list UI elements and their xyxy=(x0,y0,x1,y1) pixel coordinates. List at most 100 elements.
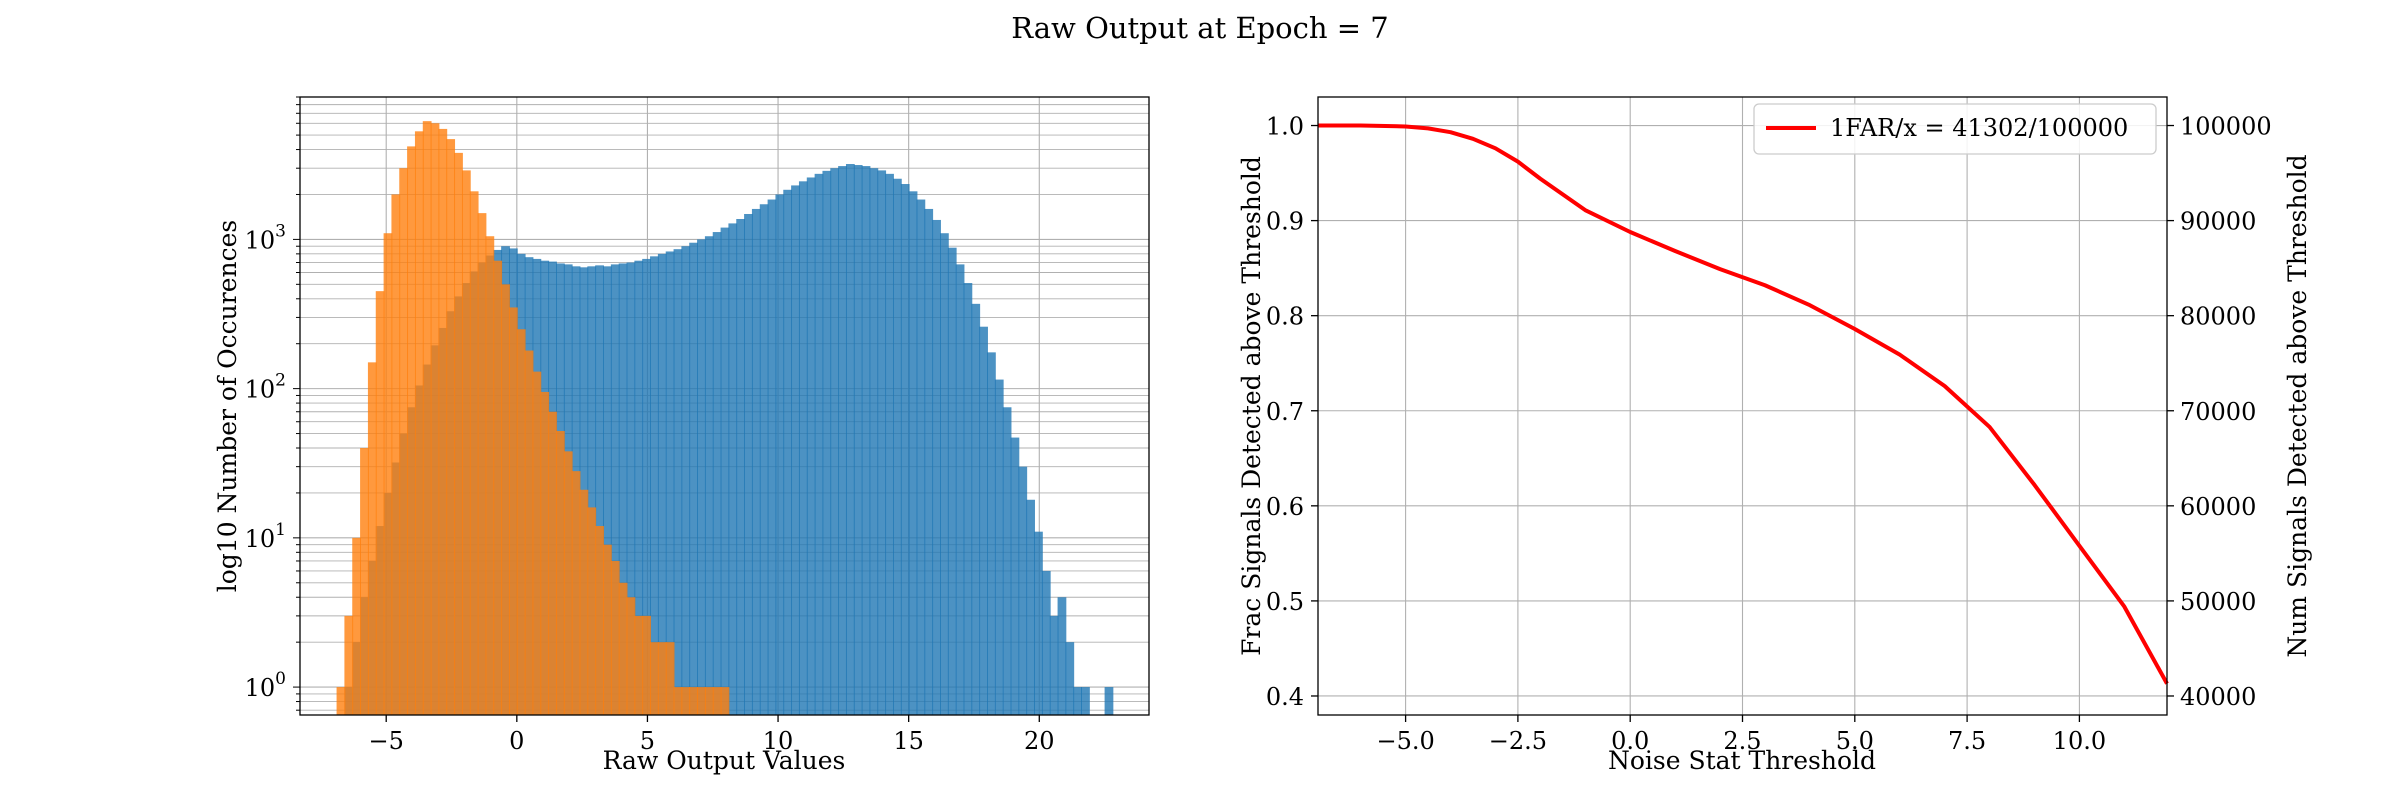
histogram-bar-series-1 xyxy=(360,448,369,715)
histogram-bar-series-1 xyxy=(634,615,644,715)
hist-x-tick-label: 0 xyxy=(509,727,524,755)
histogram-bar-series-0 xyxy=(947,247,957,715)
histogram-bar-series-0 xyxy=(1018,466,1028,715)
histogram-bar-series-0 xyxy=(1073,687,1083,715)
hist-y-tick-label: 102 xyxy=(245,371,286,404)
det-y-tick-label: 0.8 xyxy=(1266,303,1304,331)
histogram-ticks: −5 0 5 10 15 20 100 101 102 103 xyxy=(245,96,1055,755)
detection-ylabel-left: Frac Signals Detected above Threshold xyxy=(1237,156,1266,656)
hist-x-tick-label: −5 xyxy=(369,727,404,755)
histogram-bar-series-1 xyxy=(422,121,432,715)
det-y-tick-label: 0.5 xyxy=(1266,588,1304,616)
detection-curve xyxy=(1318,123,2169,685)
histogram-bar-series-0 xyxy=(775,194,785,715)
histogram-bar-series-0 xyxy=(916,199,926,716)
histogram-bar-series-0 xyxy=(673,249,683,715)
histogram-bar-series-1 xyxy=(485,236,495,715)
histogram-bar-series-0 xyxy=(885,173,894,715)
hist-y-tick-label: 101 xyxy=(245,520,286,553)
histogram-bar-series-0 xyxy=(689,242,698,715)
det-x-tick-label: −5.0 xyxy=(1376,727,1434,755)
histogram-bar-series-1 xyxy=(414,131,424,716)
histogram-bar-series-0 xyxy=(979,326,988,715)
histogram-bar-series-0 xyxy=(720,227,730,715)
histogram-bar-series-0 xyxy=(908,191,918,716)
histogram-bar-series-1 xyxy=(524,350,534,715)
figure-title: Raw Output at Epoch = 7 xyxy=(1011,11,1389,45)
detection-panel: −5.0 −2.5 0.0 2.5 5.0 7.5 10.0 0.4 0.5 0.6 0.7 0.8 0… xyxy=(1237,96,2312,775)
histogram-bar-series-1 xyxy=(618,582,628,715)
histogram-bar-series-1 xyxy=(532,371,542,715)
histogram-bar-series-0 xyxy=(932,219,941,715)
legend: 1FAR/x = 41302/100000 xyxy=(1753,103,2157,155)
detection-grid xyxy=(1318,97,2167,715)
histogram-bar-series-1 xyxy=(352,537,362,715)
histogram-bar-series-1 xyxy=(720,687,730,715)
histogram-bar-series-0 xyxy=(744,213,753,715)
histogram-bar-series-1 xyxy=(556,431,565,715)
histogram-bar-series-1 xyxy=(665,642,675,715)
histogram-bar-series-0 xyxy=(814,173,824,715)
histogram-bar-series-0 xyxy=(595,265,604,715)
det-y-tick-label: 0.6 xyxy=(1266,493,1304,521)
histogram-bar-series-1 xyxy=(697,687,706,715)
histogram-bar-series-0 xyxy=(587,266,597,715)
histogram-bar-series-0 xyxy=(1081,687,1090,715)
histogram-bar-series-0 xyxy=(791,185,800,716)
histogram-bar-series-1 xyxy=(493,260,503,715)
histogram-bar-series-0 xyxy=(994,379,1004,715)
histogram-bar-series-0 xyxy=(603,266,612,715)
histogram-bar-series-1 xyxy=(704,687,714,715)
histogram-bar-series-1 xyxy=(540,391,550,715)
histogram-bar-series-1 xyxy=(477,213,487,716)
det-y-right-tick-label: 40000 xyxy=(2180,683,2256,711)
histogram-bar-series-1 xyxy=(461,170,471,715)
histogram-bar-series-1 xyxy=(469,191,479,716)
histogram-bar-series-1 xyxy=(642,615,651,715)
det-y-right-tick-label: 60000 xyxy=(2180,493,2256,521)
det-x-tick-label: 10.0 xyxy=(2053,727,2106,755)
histogram-ylabel: log10 Number of Occurences xyxy=(213,220,242,593)
histogram-bar-series-0 xyxy=(642,258,651,715)
histogram-bar-series-1 xyxy=(587,507,597,715)
histogram-bar-series-1 xyxy=(375,291,385,715)
histogram-xlabel: Raw Output Values xyxy=(603,746,846,775)
det-y-tick-label: 0.4 xyxy=(1266,683,1304,711)
histogram-bar-series-0 xyxy=(657,253,667,715)
histogram-bar-series-1 xyxy=(383,233,393,715)
histogram-bar-series-0 xyxy=(751,208,761,715)
histogram-bar-series-1 xyxy=(438,128,448,715)
histogram-bar-series-0 xyxy=(845,164,855,715)
histogram-bar-series-1 xyxy=(657,642,667,715)
det-y-tick-label: 1.0 xyxy=(1266,113,1304,141)
histogram-bar-series-0 xyxy=(1026,499,1035,715)
legend-box xyxy=(1753,103,2157,155)
histogram-bar-series-0 xyxy=(971,303,981,715)
histogram-bar-series-0 xyxy=(1049,615,1059,715)
histogram-bar-series-0 xyxy=(877,170,887,715)
det-y-tick-label: 0.7 xyxy=(1266,398,1304,426)
histogram-bar-series-0 xyxy=(1002,407,1012,715)
histogram-bar-series-1 xyxy=(501,284,510,715)
histogram-bar-series-1 xyxy=(391,194,401,715)
histogram-bar-series-0 xyxy=(697,239,706,716)
det-y-right-tick-label: 90000 xyxy=(2180,208,2256,236)
det-x-tick-label: 7.5 xyxy=(1948,727,1986,755)
det-x-tick-label: 0.0 xyxy=(1611,727,1649,755)
histogram-bar-series-0 xyxy=(987,352,996,715)
det-y-right-tick-label: 80000 xyxy=(2180,303,2256,331)
histogram-bar-series-1 xyxy=(399,168,409,715)
histogram-bar-series-1 xyxy=(712,687,722,715)
histogram-panel: −5 0 5 10 15 20 100 101 102 103 Raw Output Values… xyxy=(213,96,1150,775)
histogram-bar-series-0 xyxy=(1057,597,1067,715)
histogram-bar-series-0 xyxy=(610,264,620,715)
histogram-bar-series-0 xyxy=(634,260,644,715)
histogram-bar-series-1 xyxy=(603,544,612,715)
histogram-bar-series-0 xyxy=(892,178,902,715)
det-y-right-tick-label: 100000 xyxy=(2180,113,2272,141)
histogram-bar-series-0 xyxy=(1041,570,1051,715)
histogram-bar-series-0 xyxy=(940,233,949,715)
histogram-bar-series-0 xyxy=(728,223,738,715)
hist-y-tick-label: 103 xyxy=(245,221,286,254)
